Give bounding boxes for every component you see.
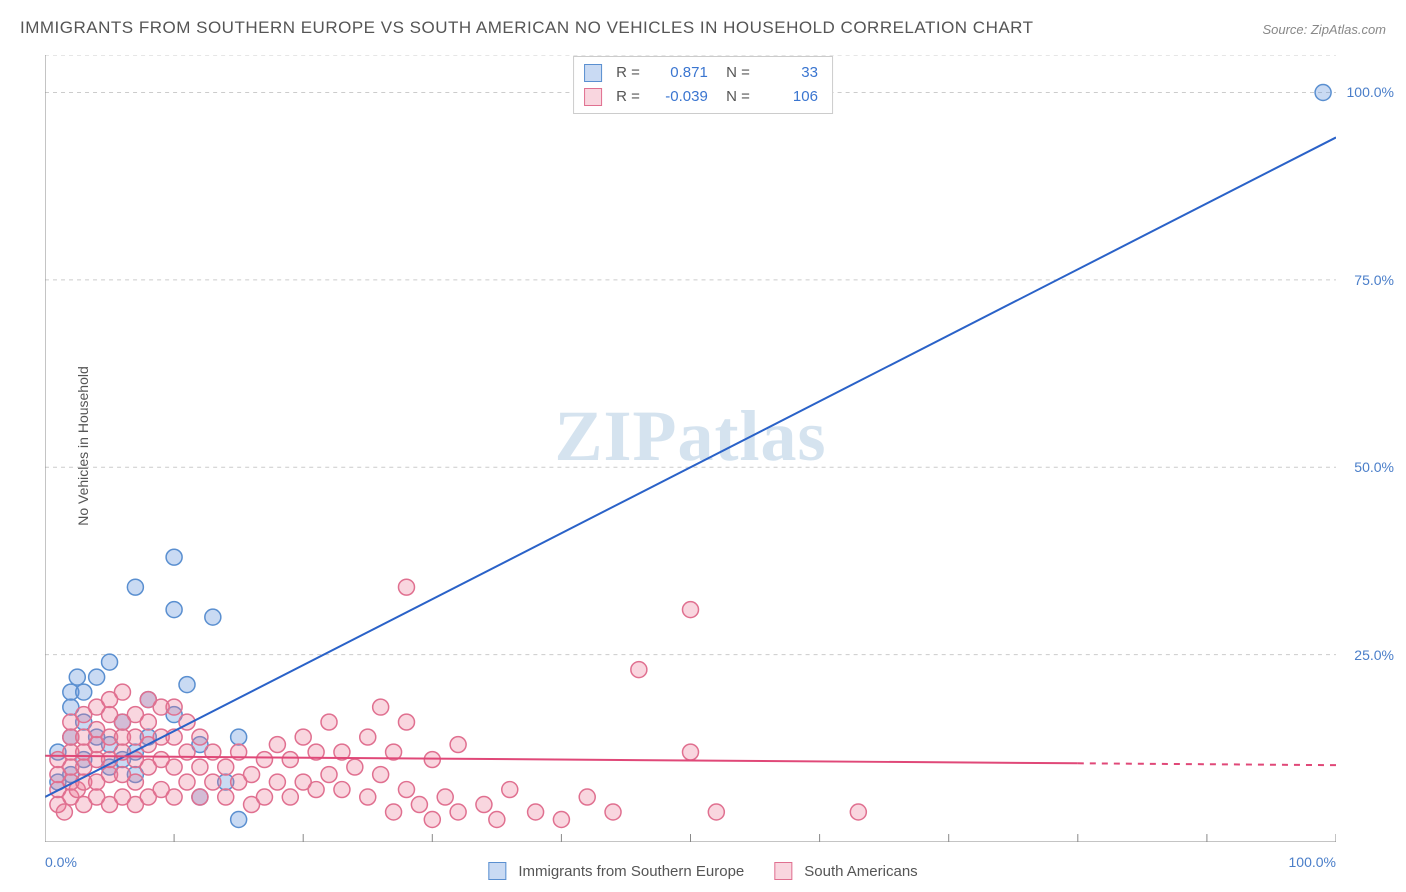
data-point bbox=[127, 579, 143, 595]
stat-n-pink: 106 bbox=[760, 85, 818, 109]
stat-label-n: N = bbox=[718, 85, 750, 109]
y-tick-label: 25.0% bbox=[1354, 647, 1394, 663]
stat-r-pink: -0.039 bbox=[650, 85, 708, 109]
legend-item-pink: South Americans bbox=[774, 862, 917, 880]
data-point bbox=[682, 602, 698, 618]
data-point bbox=[579, 789, 595, 805]
data-point bbox=[179, 774, 195, 790]
chart-area: ZIPatlas 25.0%50.0%75.0%100.0%0.0%100.0% bbox=[45, 55, 1336, 842]
data-point bbox=[244, 767, 260, 783]
data-point bbox=[631, 662, 647, 678]
data-point bbox=[256, 752, 272, 768]
bottom-legend: Immigrants from Southern Europe South Am… bbox=[488, 862, 917, 880]
data-point bbox=[450, 804, 466, 820]
legend-item-blue: Immigrants from Southern Europe bbox=[488, 862, 744, 880]
data-point bbox=[166, 602, 182, 618]
swatch-blue bbox=[584, 64, 602, 82]
data-point bbox=[347, 759, 363, 775]
stat-label-r: R = bbox=[616, 61, 640, 85]
stat-n-blue: 33 bbox=[760, 61, 818, 85]
data-point bbox=[528, 804, 544, 820]
data-point bbox=[411, 797, 427, 813]
data-point bbox=[605, 804, 621, 820]
data-point bbox=[386, 804, 402, 820]
data-point bbox=[282, 752, 298, 768]
data-point bbox=[553, 812, 569, 828]
y-tick-label: 50.0% bbox=[1354, 459, 1394, 475]
stats-row-pink: R = -0.039 N = 106 bbox=[584, 85, 818, 109]
y-tick-label: 100.0% bbox=[1347, 84, 1394, 100]
swatch-pink bbox=[774, 862, 792, 880]
data-point bbox=[140, 714, 156, 730]
data-point bbox=[179, 677, 195, 693]
data-point bbox=[708, 804, 724, 820]
stats-row-blue: R = 0.871 N = 33 bbox=[584, 61, 818, 85]
data-point bbox=[192, 729, 208, 745]
data-point bbox=[295, 729, 311, 745]
data-point bbox=[360, 789, 376, 805]
data-point bbox=[218, 759, 234, 775]
data-point bbox=[308, 782, 324, 798]
correlation-stats-box: R = 0.871 N = 33 R = -0.039 N = 106 bbox=[573, 56, 833, 114]
data-point bbox=[127, 774, 143, 790]
data-point bbox=[450, 737, 466, 753]
data-point bbox=[56, 804, 72, 820]
data-point bbox=[205, 609, 221, 625]
data-point bbox=[205, 774, 221, 790]
chart-title: IMMIGRANTS FROM SOUTHERN EUROPE VS SOUTH… bbox=[20, 18, 1034, 38]
data-point bbox=[321, 714, 337, 730]
data-point bbox=[89, 669, 105, 685]
x-tick-label: 100.0% bbox=[1289, 854, 1336, 870]
data-point bbox=[256, 789, 272, 805]
data-point bbox=[231, 812, 247, 828]
source-attribution: Source: ZipAtlas.com bbox=[1262, 22, 1386, 37]
stat-label-n: N = bbox=[718, 61, 750, 85]
data-point bbox=[76, 684, 92, 700]
stat-label-r: R = bbox=[616, 85, 640, 109]
x-tick-label: 0.0% bbox=[45, 854, 77, 870]
swatch-pink bbox=[584, 88, 602, 106]
legend-label-blue: Immigrants from Southern Europe bbox=[518, 863, 744, 880]
data-point bbox=[192, 789, 208, 805]
data-point bbox=[373, 699, 389, 715]
data-point bbox=[398, 782, 414, 798]
data-point bbox=[398, 714, 414, 730]
data-point bbox=[682, 744, 698, 760]
data-point bbox=[166, 699, 182, 715]
swatch-blue bbox=[488, 862, 506, 880]
data-point bbox=[360, 729, 376, 745]
data-point bbox=[502, 782, 518, 798]
data-point bbox=[166, 789, 182, 805]
data-point bbox=[231, 729, 247, 745]
data-point bbox=[321, 767, 337, 783]
data-point bbox=[282, 789, 298, 805]
y-tick-label: 75.0% bbox=[1354, 272, 1394, 288]
data-point bbox=[476, 797, 492, 813]
data-point bbox=[850, 804, 866, 820]
data-point bbox=[269, 737, 285, 753]
data-point bbox=[398, 579, 414, 595]
data-point bbox=[269, 774, 285, 790]
data-point bbox=[114, 684, 130, 700]
data-point bbox=[102, 654, 118, 670]
data-point bbox=[192, 759, 208, 775]
data-point bbox=[437, 789, 453, 805]
data-point bbox=[424, 812, 440, 828]
data-point bbox=[218, 789, 234, 805]
data-point bbox=[334, 782, 350, 798]
data-point bbox=[166, 549, 182, 565]
stat-r-blue: 0.871 bbox=[650, 61, 708, 85]
data-point bbox=[489, 812, 505, 828]
data-point bbox=[1315, 85, 1331, 101]
data-point bbox=[166, 759, 182, 775]
data-point bbox=[373, 767, 389, 783]
regression-line-extrapolated bbox=[1078, 763, 1336, 765]
scatter-plot bbox=[45, 55, 1336, 842]
data-point bbox=[69, 669, 85, 685]
legend-label-pink: South Americans bbox=[804, 863, 917, 880]
